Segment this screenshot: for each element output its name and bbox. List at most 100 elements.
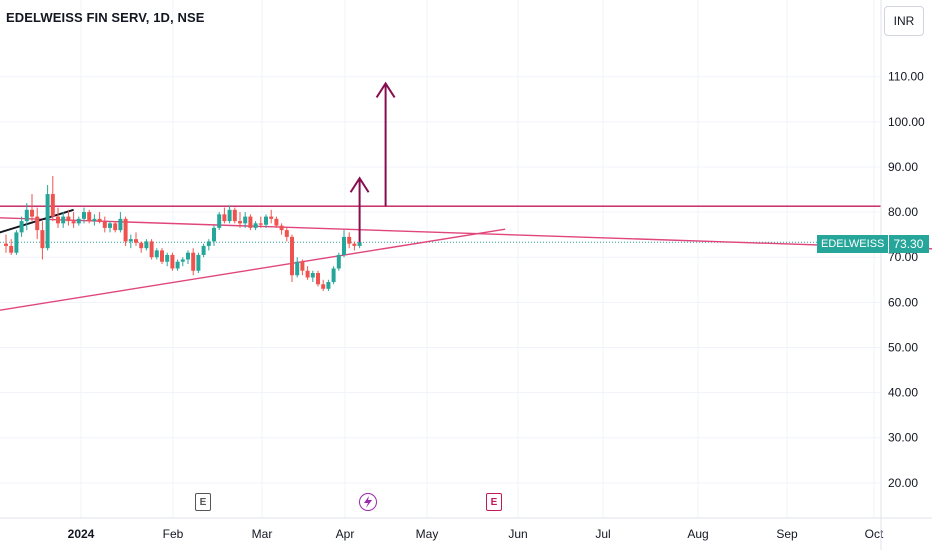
earnings-event-icon[interactable]: E bbox=[195, 493, 211, 511]
candle-body bbox=[128, 239, 133, 242]
candle-body bbox=[227, 209, 232, 222]
candle-body bbox=[24, 209, 29, 222]
candle-body bbox=[258, 223, 263, 225]
candle-body bbox=[45, 194, 50, 249]
candle-body bbox=[160, 250, 164, 262]
y-tick-label: 60.00 bbox=[888, 295, 918, 309]
y-tick-label: 50.00 bbox=[888, 340, 918, 354]
candle-body bbox=[243, 216, 248, 224]
candle-body bbox=[217, 214, 222, 228]
x-tick-label: 2024 bbox=[68, 527, 95, 541]
candle-body bbox=[165, 254, 170, 262]
candle-body bbox=[76, 218, 81, 224]
last-price-tag: EDELWEISS 73.30 bbox=[817, 235, 930, 253]
y-tick-label: 80.00 bbox=[888, 205, 918, 219]
x-tick-label: Mar bbox=[252, 527, 273, 541]
x-tick-label: Jun bbox=[508, 527, 527, 541]
candle-body bbox=[264, 216, 268, 225]
candle-body bbox=[331, 268, 336, 283]
price-tag-symbol: EDELWEISS bbox=[817, 235, 889, 253]
candle-body bbox=[56, 216, 60, 224]
candle-body bbox=[279, 225, 284, 231]
candle-body bbox=[305, 270, 310, 278]
candle-body bbox=[40, 230, 45, 249]
candle-body bbox=[310, 272, 315, 278]
candle-body bbox=[4, 243, 8, 246]
y-tick-label: 100.00 bbox=[888, 115, 925, 129]
x-tick-label: Oct bbox=[865, 527, 884, 541]
lightning-icon[interactable] bbox=[359, 493, 377, 511]
candle-body bbox=[290, 236, 294, 276]
currency-button[interactable]: INR bbox=[884, 6, 924, 36]
symbol-title: EDELWEISS FIN SERV, 1D, NSE bbox=[6, 10, 205, 25]
candle-body bbox=[321, 284, 326, 289]
candle-body bbox=[144, 241, 149, 249]
candle-body bbox=[336, 254, 341, 269]
candle-body bbox=[342, 236, 346, 255]
candle-body bbox=[253, 223, 258, 228]
candle-body bbox=[87, 212, 92, 222]
candle-body bbox=[82, 212, 86, 219]
x-tick-label: May bbox=[416, 527, 439, 541]
price-tag-value: 73.30 bbox=[888, 235, 930, 253]
candle-body bbox=[238, 221, 242, 224]
candle-body bbox=[14, 232, 19, 253]
candle-body bbox=[186, 252, 190, 260]
candle-body bbox=[269, 216, 274, 219]
candle-body bbox=[352, 243, 357, 246]
candle-body bbox=[102, 222, 107, 228]
candle-body bbox=[295, 261, 300, 276]
candle-body bbox=[149, 241, 154, 258]
candle-body bbox=[180, 259, 185, 262]
y-tick-label: 20.00 bbox=[888, 476, 918, 490]
candle-body bbox=[92, 218, 97, 222]
candle-body bbox=[347, 236, 352, 244]
chart-drawings bbox=[0, 205, 932, 311]
candle-body bbox=[212, 227, 216, 242]
y-tick-label: 90.00 bbox=[888, 160, 918, 174]
candle-body bbox=[9, 245, 14, 253]
candle-body bbox=[35, 216, 40, 231]
candle-body bbox=[123, 218, 128, 242]
target-arrow-tall bbox=[375, 81, 396, 207]
left-trendline bbox=[0, 208, 74, 234]
candle-body bbox=[316, 272, 320, 285]
candle-body bbox=[248, 216, 253, 228]
chart-arrows bbox=[349, 81, 396, 243]
candle-body bbox=[134, 239, 138, 243]
candle-body bbox=[154, 250, 159, 258]
candle-body bbox=[50, 194, 55, 217]
x-tick-label: Jul bbox=[595, 527, 610, 541]
candles bbox=[4, 175, 362, 292]
x-tick-label: Sep bbox=[776, 527, 798, 541]
candle-body bbox=[61, 216, 66, 224]
candle-body bbox=[19, 221, 24, 233]
candle-body bbox=[191, 252, 196, 271]
chart-grid bbox=[0, 0, 881, 518]
candle-body bbox=[71, 221, 76, 224]
candle-body bbox=[326, 282, 331, 289]
candle-body bbox=[108, 223, 112, 228]
target-arrow-short bbox=[349, 176, 370, 243]
upcoming-earnings-icon[interactable]: E bbox=[486, 493, 502, 511]
candle-body bbox=[118, 218, 123, 231]
candle-body bbox=[196, 254, 201, 271]
candle-body bbox=[300, 261, 305, 271]
y-tick-label: 30.00 bbox=[888, 431, 918, 445]
candle-body bbox=[170, 254, 175, 269]
arrow-head bbox=[349, 176, 370, 193]
candle-body bbox=[274, 218, 279, 226]
candle-body bbox=[232, 209, 237, 222]
candle-body bbox=[139, 242, 144, 249]
candle-body bbox=[284, 230, 289, 237]
arrow-head bbox=[375, 81, 396, 99]
candle-body bbox=[175, 261, 180, 269]
x-tick-label: Feb bbox=[163, 527, 184, 541]
candle-body bbox=[206, 241, 211, 246]
candle-body bbox=[113, 223, 118, 231]
candle-body bbox=[357, 242, 362, 246]
candle-body bbox=[97, 218, 102, 223]
y-tick-label: 70.00 bbox=[888, 250, 918, 264]
